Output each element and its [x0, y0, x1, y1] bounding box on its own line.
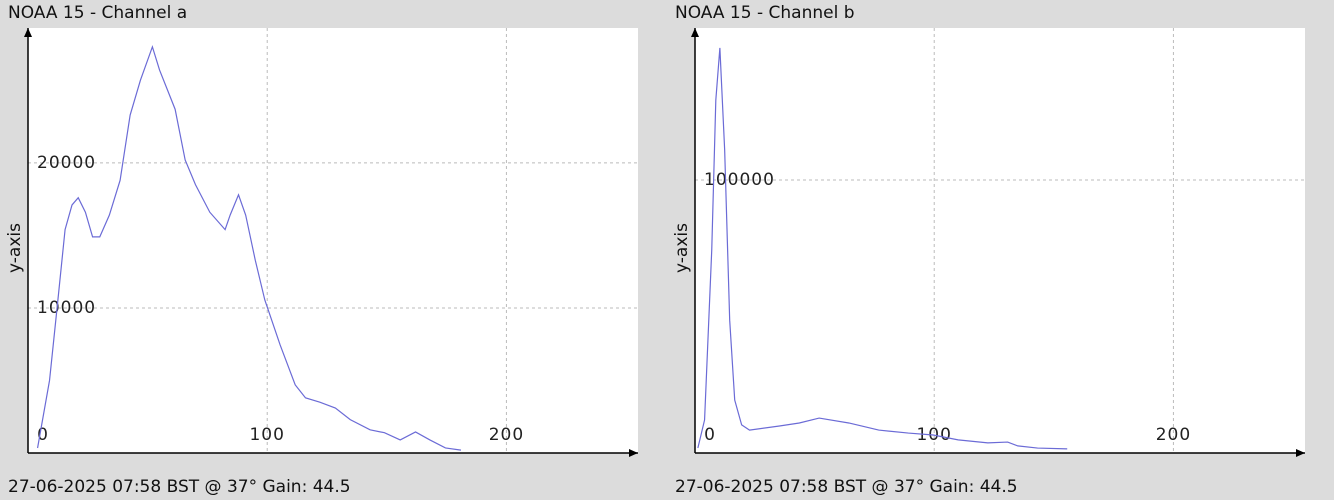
x-tick-label: 0	[37, 425, 49, 445]
plot-area	[695, 28, 1305, 453]
footer: 27-06-2025 07:58 BST @ 37° Gain: 44.5	[675, 477, 1018, 497]
y-tick-label: 20000	[37, 153, 96, 173]
y-axis-label: y-axis	[672, 223, 692, 273]
y-tick-label: 100000	[704, 170, 775, 190]
x-arrow	[629, 449, 638, 457]
y-tick-label: 10000	[37, 298, 96, 318]
chart-title: NOAA 15 - Channel b	[675, 3, 855, 23]
y-arrow	[24, 28, 32, 37]
x-tick-label: 200	[1156, 425, 1191, 445]
footer: 27-06-2025 07:58 BST @ 37° Gain: 44.5	[8, 477, 351, 497]
data-line	[697, 47, 1068, 450]
x-tick-label: 0	[704, 425, 716, 445]
y-arrow	[691, 28, 699, 37]
y-axis-label: y-axis	[5, 223, 25, 273]
chart-title: NOAA 15 - Channel a	[8, 3, 187, 23]
data-line	[36, 44, 462, 451]
x-tick-label: 200	[489, 425, 524, 445]
plot-area	[28, 28, 638, 453]
x-arrow	[1296, 449, 1305, 457]
x-tick-label: 100	[249, 425, 284, 445]
